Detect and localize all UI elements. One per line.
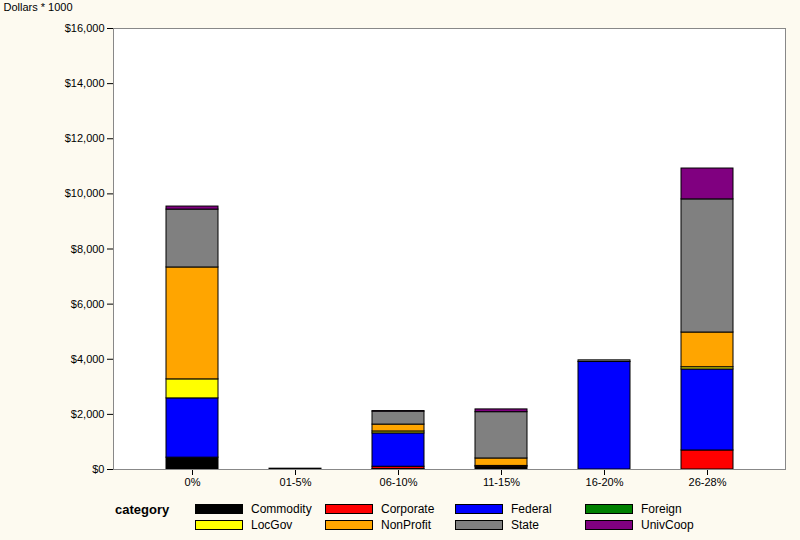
svg-text:$10,000: $10,000 (65, 187, 105, 199)
html-text:UnivCoop: UnivCoop (641, 518, 694, 532)
svg-text:Dollars * 1000: Dollars * 1000 (4, 1, 73, 13)
svg-text:26-28%: 26-28% (689, 476, 727, 488)
html-text:Commodity: Commodity (251, 502, 312, 516)
svg-text:$12,000: $12,000 (65, 132, 105, 144)
svg-text:$4,000: $4,000 (71, 353, 105, 365)
svg-text:$0: $0 (92, 463, 104, 475)
svg-text:11-15%: 11-15% (483, 476, 520, 488)
svg-text:$2,000: $2,000 (71, 408, 105, 420)
svg-text:0%: 0% (185, 476, 201, 488)
html-text:Corporate: Corporate (381, 502, 435, 516)
html-text:State: State (511, 518, 539, 532)
svg-text:$8,000: $8,000 (71, 243, 105, 255)
svg-text:$16,000: $16,000 (65, 22, 105, 34)
html-text:NonProfit: NonProfit (381, 518, 431, 532)
svg-text:01-5%: 01-5% (280, 476, 312, 488)
html-text:Foreign: Foreign (641, 502, 682, 516)
html-text:LocGov: LocGov (251, 518, 293, 532)
svg-text:16-20%: 16-20% (586, 476, 624, 488)
svg-text:06-10%: 06-10% (380, 476, 418, 488)
html-text:category: category (115, 502, 170, 517)
svg-text:$6,000: $6,000 (71, 298, 105, 310)
html-text:Federal: Federal (511, 502, 552, 516)
svg-text:$14,000: $14,000 (65, 77, 105, 89)
